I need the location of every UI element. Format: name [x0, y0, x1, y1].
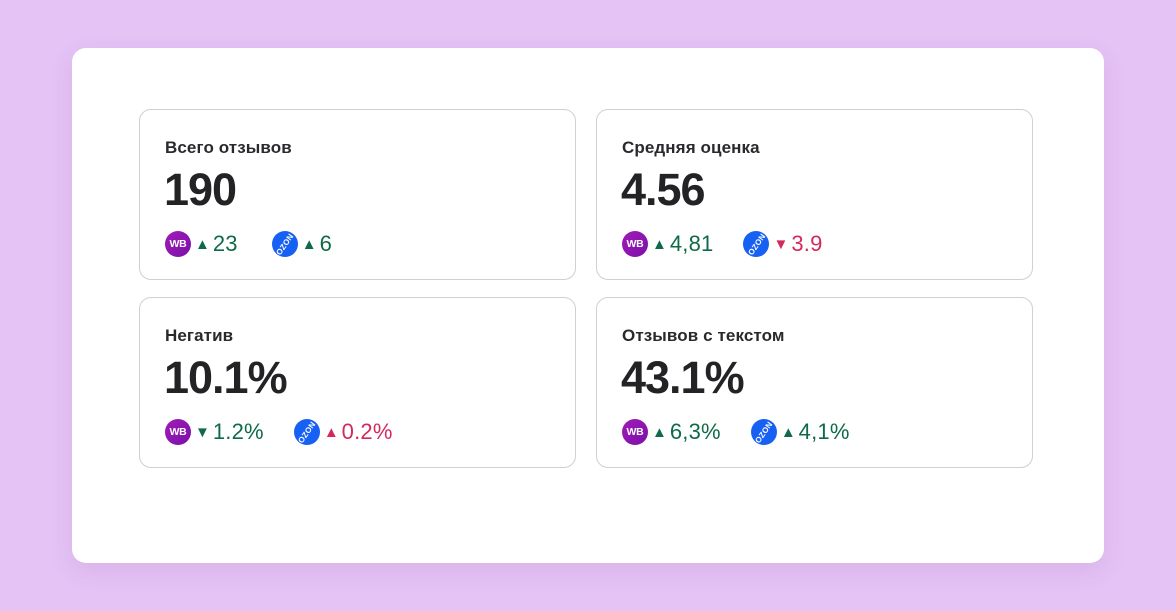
ozon-stat: OZON ▲ 6 — [271, 231, 333, 257]
wb-delta: 1.2% — [212, 419, 264, 444]
metrics-panel: Всего отзывов 190 WB ▲ 23 OZON ▲ 6 Средн… — [72, 48, 1104, 563]
arrow-up-icon: ▲ — [652, 235, 667, 253]
ozon-logo-icon: OZON — [271, 231, 298, 257]
ozon-delta: 3.9 — [791, 231, 823, 256]
wb-logo-icon: WB — [622, 231, 648, 257]
wb-delta: 23 — [212, 231, 238, 256]
arrow-up-icon: ▲ — [780, 423, 796, 441]
metric-card-total-reviews: Всего отзывов 190 WB ▲ 23 OZON ▲ 6 — [139, 109, 576, 280]
card-value: 10.1% — [164, 352, 288, 403]
metric-card-average-rating: Средняя оценка 4.56 WB ▲ 4,81 OZON ▼ 3.9 — [596, 109, 1033, 280]
platform-stats: WB ▼ 1.2% OZON ▲ 0.2% — [165, 418, 427, 446]
ozon-logo-icon: OZON — [750, 419, 777, 445]
arrow-up-icon: ▲ — [301, 235, 317, 253]
card-title: Отзывов с текстом — [622, 326, 785, 345]
ozon-logo-icon: OZON — [293, 419, 320, 445]
wb-logo-icon: WB — [165, 419, 191, 445]
ozon-delta: 0.2% — [341, 419, 393, 444]
ozon-delta: 4,1% — [798, 419, 850, 444]
wb-stat: WB ▲ 4,81 — [622, 231, 713, 257]
wb-logo-icon: WB — [165, 231, 191, 257]
platform-stats: WB ▲ 23 OZON ▲ 6 — [165, 230, 366, 258]
arrow-up-icon: ▲ — [323, 423, 339, 441]
wb-stat: WB ▼ 1.2% — [165, 419, 264, 445]
ozon-stat: OZON ▲ 4,1% — [750, 419, 850, 445]
wb-logo-icon: WB — [622, 419, 648, 445]
ozon-stat: OZON ▲ 0.2% — [293, 419, 393, 445]
wb-delta: 6,3% — [669, 419, 721, 444]
ozon-stat: OZON ▼ 3.9 — [743, 231, 822, 257]
card-title: Негатив — [165, 326, 234, 345]
card-value: 190 — [164, 164, 237, 215]
card-value: 4.56 — [621, 164, 706, 215]
platform-stats: WB ▲ 6,3% OZON ▲ 4,1% — [622, 418, 884, 446]
arrow-up-icon: ▲ — [652, 423, 667, 441]
arrow-down-icon: ▼ — [773, 235, 789, 253]
wb-stat: WB ▲ 23 — [165, 231, 238, 257]
card-title: Всего отзывов — [165, 138, 292, 157]
metric-card-text-reviews: Отзывов с текстом 43.1% WB ▲ 6,3% OZON ▲… — [596, 297, 1033, 468]
card-title: Средняя оценка — [622, 138, 760, 157]
arrow-down-icon: ▼ — [195, 423, 210, 441]
platform-stats: WB ▲ 4,81 OZON ▼ 3.9 — [622, 230, 857, 258]
arrow-up-icon: ▲ — [195, 235, 210, 253]
metric-card-negative: Негатив 10.1% WB ▼ 1.2% OZON ▲ 0.2% — [139, 297, 576, 468]
card-value: 43.1% — [621, 352, 745, 403]
ozon-delta: 6 — [319, 231, 333, 256]
ozon-logo-icon: OZON — [743, 231, 770, 257]
wb-delta: 4,81 — [669, 231, 714, 256]
wb-stat: WB ▲ 6,3% — [622, 419, 721, 445]
